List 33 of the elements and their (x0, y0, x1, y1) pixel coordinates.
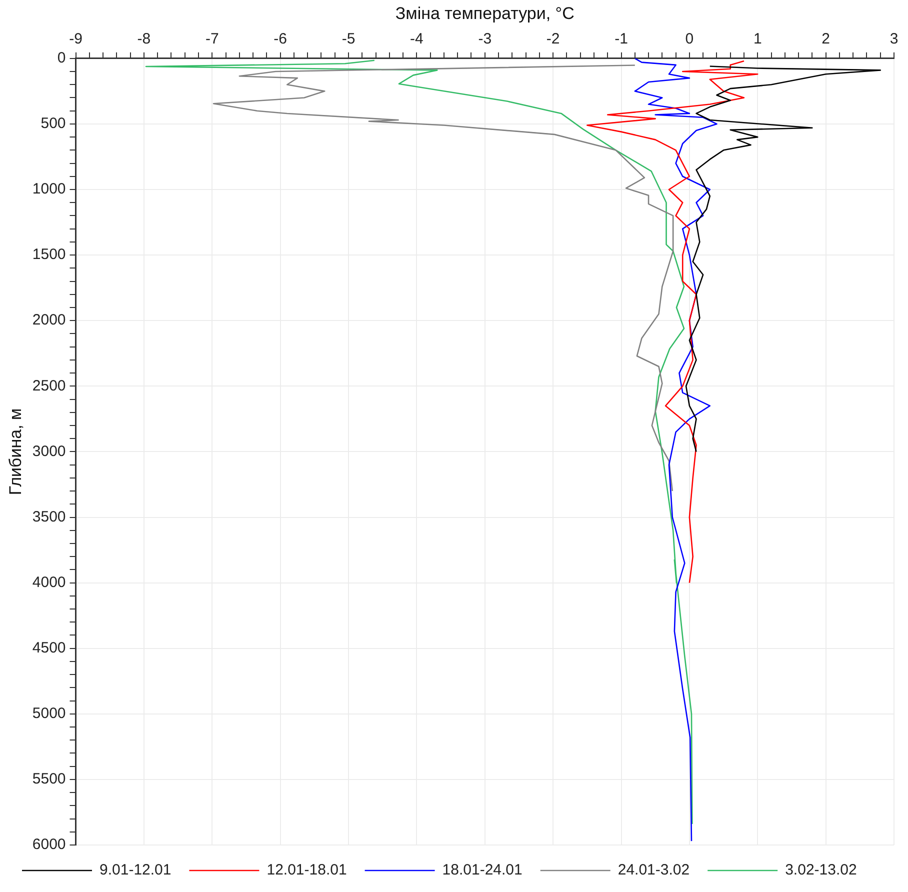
x-axis-title: Зміна температури, °C (395, 4, 574, 23)
legend-label: 12.01-18.01 (266, 862, 347, 879)
y-tick-label: 2500 (32, 377, 66, 394)
x-tick-label: -5 (342, 30, 356, 48)
x-tick-label: 2 (822, 30, 830, 48)
y-tick-label: 4500 (32, 639, 66, 656)
x-tick-label: -7 (205, 30, 219, 48)
legend-label: 3.02-13.02 (785, 862, 857, 879)
legend-label: 9.01-12.01 (100, 862, 172, 879)
y-tick-label: 6000 (32, 836, 66, 854)
x-tick-label: 3 (890, 30, 898, 48)
legend-label: 18.01-24.01 (442, 862, 522, 879)
y-tick-label: 500 (40, 115, 66, 132)
y-tick-label: 0 (57, 50, 66, 67)
x-tick-label: -9 (69, 30, 82, 48)
y-tick-label: 2000 (32, 312, 66, 329)
y-tick-label: 1500 (32, 246, 66, 264)
y-axis-title: Глибина, м (6, 408, 25, 496)
x-tick-label: -1 (614, 30, 628, 48)
x-tick-label: -8 (137, 30, 151, 48)
legend-label: 24.01-3.02 (618, 862, 690, 879)
y-tick-label: 3000 (32, 442, 66, 460)
y-tick-label: 5000 (32, 705, 66, 722)
y-tick-label: 3500 (32, 508, 66, 526)
x-tick-label: 0 (685, 30, 694, 48)
y-tick-label: 1000 (32, 180, 66, 198)
y-tick-label: 5500 (32, 770, 66, 788)
y-tick-label: 4000 (32, 574, 66, 591)
x-tick-label: -3 (478, 30, 492, 48)
x-tick-label: -2 (546, 30, 560, 48)
x-tick-label: -4 (410, 30, 424, 48)
x-tick-label: -6 (274, 30, 287, 48)
x-tick-label: 1 (753, 30, 762, 48)
